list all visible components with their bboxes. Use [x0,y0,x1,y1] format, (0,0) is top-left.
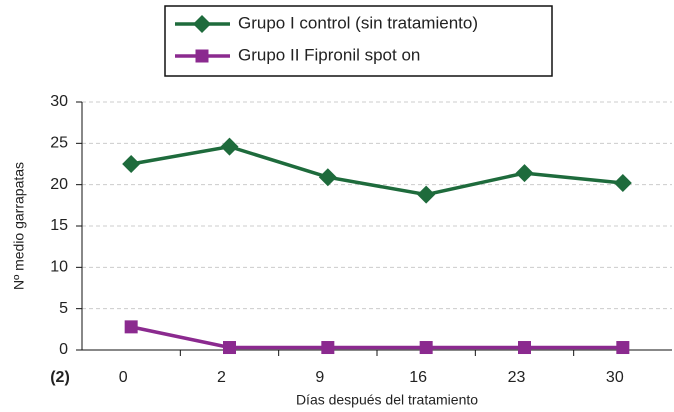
x-tick-label: 0 [119,369,128,386]
y-tick-label: 0 [59,341,68,358]
x-tick-label: 2 [217,369,226,386]
y-tick-label: 25 [50,135,68,152]
annotation: (2) [50,369,70,386]
marker [195,49,209,63]
marker [193,15,211,33]
marker [613,174,632,193]
y-tick-label: 15 [50,217,68,234]
y-axis-label: Nº medio garrapatas [11,162,27,290]
marker [417,185,436,204]
x-tick-label: 23 [508,369,526,386]
legend-label: Grupo I control (sin tratamiento) [238,13,478,32]
marker [616,341,630,355]
x-axis-label: Días después del tratamiento [296,392,478,408]
x-tick-label: 30 [606,369,624,386]
series-line [130,144,624,197]
marker [223,341,236,355]
x-tick-label: 16 [409,369,427,386]
series-line [130,325,623,350]
legend-box [164,5,553,77]
x-tick-label: 9 [315,369,324,386]
y-tick-label: 10 [50,259,68,276]
marker [318,168,337,187]
marker [419,341,433,355]
legend-label: Grupo II Fipronil spot on [238,45,420,64]
marker [220,137,239,156]
marker [321,341,335,355]
marker [518,341,531,355]
marker [515,164,534,183]
marker [124,320,138,334]
y-tick-label: 5 [59,300,68,317]
y-tick-label: 20 [50,176,68,193]
y-tick-label: 30 [50,93,68,110]
marker [122,155,141,173]
